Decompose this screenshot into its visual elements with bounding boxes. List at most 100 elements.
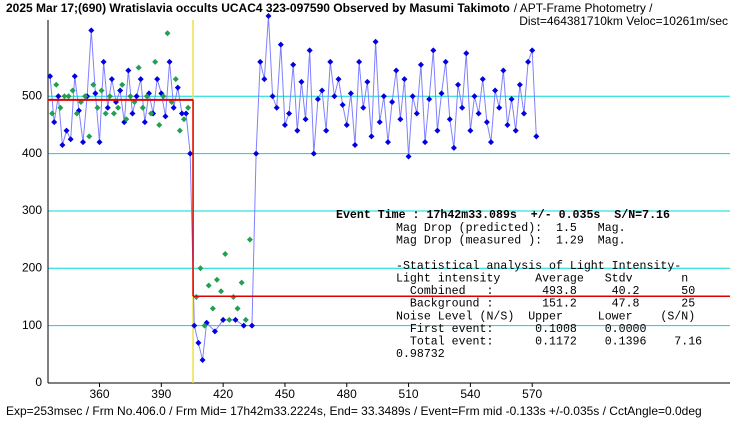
data-point	[319, 87, 326, 94]
data-point	[269, 93, 276, 100]
data-point	[92, 90, 99, 97]
data-point	[405, 153, 412, 160]
data-point	[226, 316, 233, 323]
event-text: Event Time : 17h42m33.089s +/- 0.035s S/…	[336, 209, 670, 222]
data-point	[183, 110, 190, 117]
y-tick-label: 400	[22, 146, 42, 160]
data-point	[434, 127, 441, 134]
y-tick-label: 300	[22, 203, 42, 217]
data-point	[73, 110, 80, 117]
data-point	[98, 87, 105, 94]
data-point	[180, 116, 187, 123]
analysis-line: Combined : 493.8 40.2 50	[396, 285, 695, 298]
data-point	[209, 305, 216, 312]
x-tick-label: 480	[337, 387, 357, 401]
data-point	[290, 61, 297, 68]
analysis-line: Light intensity Average Stdv n	[396, 272, 688, 285]
chart-title: 2025 Mar 17;(690) Wratislavia occults UC…	[6, 1, 653, 15]
data-point	[218, 288, 225, 295]
data-point	[222, 250, 229, 257]
data-point	[281, 121, 288, 128]
data-point	[125, 67, 132, 74]
data-point	[335, 76, 342, 83]
data-point	[199, 357, 206, 364]
data-point	[500, 67, 507, 74]
data-point	[446, 116, 453, 123]
data-point	[380, 93, 387, 100]
plot: 0 100 200 300 400 500 360 390 420 450 480 510 540 570…	[22, 12, 730, 401]
data-point	[135, 64, 142, 71]
data-point	[248, 322, 255, 329]
data-point	[133, 93, 140, 100]
data-point	[401, 76, 408, 83]
data-point	[455, 81, 462, 88]
analysis-line: Mag Drop (measured ): 1.29 Mag.	[396, 235, 626, 248]
data-point	[389, 99, 396, 106]
data-point	[51, 119, 58, 126]
data-point	[368, 133, 375, 140]
data-point	[426, 96, 433, 103]
data-point	[240, 322, 247, 329]
data-point	[529, 47, 536, 54]
data-point	[187, 150, 194, 157]
data-point	[492, 87, 499, 94]
data-point	[129, 110, 136, 117]
data-point	[508, 96, 515, 103]
data-point	[63, 127, 70, 134]
data-point	[413, 110, 420, 117]
data-point	[110, 110, 117, 117]
data-point	[372, 38, 379, 45]
data-point	[393, 67, 400, 74]
data-point	[533, 133, 540, 140]
data-point	[253, 150, 260, 157]
data-point	[154, 76, 161, 83]
analysis-line: Noise Level (N/S) Upper Lower (S/N)	[396, 310, 695, 323]
data-point	[525, 58, 532, 65]
data-point	[137, 76, 144, 83]
data-point	[220, 316, 227, 323]
data-point	[520, 110, 527, 117]
data-point	[487, 139, 494, 146]
data-point	[265, 12, 272, 19]
data-point	[115, 104, 122, 111]
data-point	[90, 81, 97, 88]
data-point	[82, 93, 89, 100]
data-point	[197, 265, 204, 272]
data-point	[96, 139, 103, 146]
y-tick-label: 500	[22, 88, 42, 102]
data-point	[314, 96, 321, 103]
data-point	[277, 41, 284, 48]
data-point	[232, 316, 239, 323]
data-point	[246, 236, 253, 243]
data-point	[516, 81, 523, 88]
data-point	[360, 104, 367, 111]
data-point	[47, 73, 54, 80]
data-point	[191, 322, 198, 329]
x-tick-label: 540	[460, 387, 480, 401]
x-tick-label: 390	[151, 387, 171, 401]
data-point	[286, 110, 293, 117]
data-point	[343, 121, 350, 128]
data-point	[100, 58, 107, 65]
data-point	[463, 50, 470, 57]
data-point	[160, 93, 167, 100]
data-point	[195, 339, 202, 346]
data-point	[143, 93, 150, 100]
data-point	[94, 104, 101, 111]
data-point	[88, 27, 95, 34]
data-point	[417, 61, 424, 68]
data-point	[479, 76, 486, 83]
data-point	[53, 81, 60, 88]
data-point	[397, 116, 404, 123]
data-point	[106, 93, 113, 100]
data-point	[242, 316, 249, 323]
data-point	[310, 150, 317, 157]
data-point	[205, 282, 212, 289]
data-point	[127, 93, 134, 100]
data-point	[483, 119, 490, 126]
analysis-line: First event: 0.1008 0.0000	[396, 323, 647, 336]
data-point	[442, 58, 449, 65]
data-point	[302, 116, 309, 123]
data-point	[71, 73, 78, 80]
